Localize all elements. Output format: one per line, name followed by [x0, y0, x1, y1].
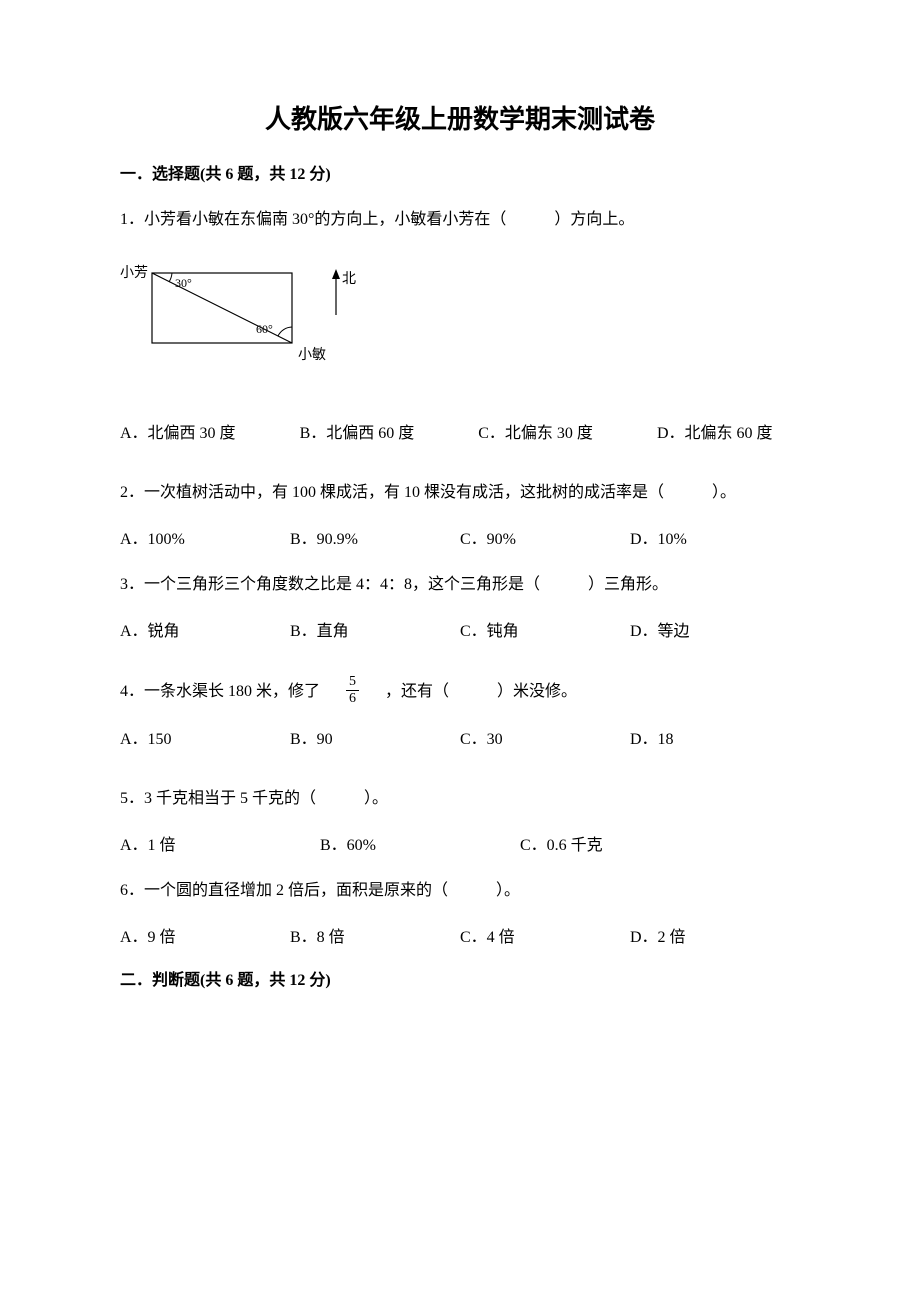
q5-option-b: B．60%	[320, 828, 520, 863]
q1-label-60: 60°	[256, 322, 273, 336]
q1-arc-60	[278, 327, 292, 336]
q4-text-before: 4．一条水渠长 180 米，修了	[120, 683, 336, 700]
q4-text-after: ，还有（ ）米没修。	[369, 683, 577, 700]
q2-option-b: B．90.9%	[290, 522, 460, 557]
q3-option-a: A．锐角	[120, 614, 290, 649]
q4-options: A．150 B．90 C．30 D．18	[120, 722, 800, 757]
q6-options: A．9 倍 B．8 倍 C．4 倍 D．2 倍	[120, 920, 800, 955]
q6-option-b: B．8 倍	[290, 920, 460, 955]
q1-label-xiaofang: 小芳	[120, 264, 148, 281]
q2-options: A．100% B．90.9% C．90% D．10%	[120, 522, 800, 557]
q4-fraction-num: 5	[346, 675, 359, 691]
q2-text: 2．一次植树活动中，有 100 棵成活，有 10 棵没有成活，这批树的成活率是（…	[120, 479, 800, 508]
q4-option-d: D．18	[630, 722, 800, 757]
q1-label-north: 北	[342, 271, 356, 287]
q1-options-line: A．北偏西 30 度 B．北偏西 60 度 C．北偏东 30 度 D．北偏东 6…	[120, 405, 800, 463]
q5-option-c: C．0.6 千克	[520, 828, 720, 863]
q6-option-a: A．9 倍	[120, 920, 290, 955]
q1-label-xiaomin: 小敏	[298, 347, 326, 363]
q4-fraction-den: 6	[346, 691, 359, 706]
q1-option-a: A．北偏西 30 度	[120, 425, 236, 442]
q4-option-b: B．90	[290, 722, 460, 757]
exam-page: 人教版六年级上册数学期末测试卷 一．选择题(共 6 题，共 12 分) 1．小芳…	[0, 0, 920, 1067]
section-1-header: 一．选择题(共 6 题，共 12 分)	[120, 163, 800, 187]
q1-text: 1．小芳看小敏在东偏南 30°的方向上，小敏看小芳在（ ）方向上。	[120, 201, 800, 239]
q2-option-a: A．100%	[120, 522, 290, 557]
q1-north-arrow-head	[332, 269, 340, 279]
q5-option-a: A．1 倍	[120, 828, 320, 863]
q2-option-c: C．90%	[460, 522, 630, 557]
q4-option-c: C．30	[460, 722, 630, 757]
q2-option-d: D．10%	[630, 522, 800, 557]
q4-fraction: 5 6	[346, 675, 359, 706]
q3-options: A．锐角 B．直角 C．钝角 D．等边	[120, 614, 800, 649]
q1-option-c: C．北偏东 30 度	[478, 425, 593, 442]
q4-option-a: A．150	[120, 722, 290, 757]
q1-diagram-svg: 小芳 小敏 北 30° 60°	[120, 257, 360, 369]
q1-option-d: D．北偏东 60 度	[657, 425, 773, 442]
q6-option-d: D．2 倍	[630, 920, 800, 955]
page-title: 人教版六年级上册数学期末测试卷	[120, 100, 800, 139]
q5-text: 5．3 千克相当于 5 千克的（ ）。	[120, 785, 800, 814]
q4-text: 4．一条水渠长 180 米，修了 5 6 ，还有（ ）米没修。	[120, 677, 800, 708]
q3-text: 3．一个三角形三个角度数之比是 4：4：8，这个三角形是（ ）三角形。	[120, 571, 800, 600]
q3-option-b: B．直角	[290, 614, 460, 649]
q3-option-c: C．钝角	[460, 614, 630, 649]
q1-label-30: 30°	[175, 276, 192, 290]
q6-option-c: C．4 倍	[460, 920, 630, 955]
q1-diagram: 小芳 小敏 北 30° 60°	[120, 257, 800, 377]
q1-option-b: B．北偏西 60 度	[300, 425, 415, 442]
q1-arc-30	[169, 273, 172, 282]
q3-option-d: D．等边	[630, 614, 800, 649]
q6-text: 6．一个圆的直径增加 2 倍后，面积是原来的（ ）。	[120, 877, 800, 906]
q5-options: A．1 倍 B．60% C．0.6 千克	[120, 828, 800, 863]
section-2-header: 二．判断题(共 6 题，共 12 分)	[120, 969, 800, 993]
